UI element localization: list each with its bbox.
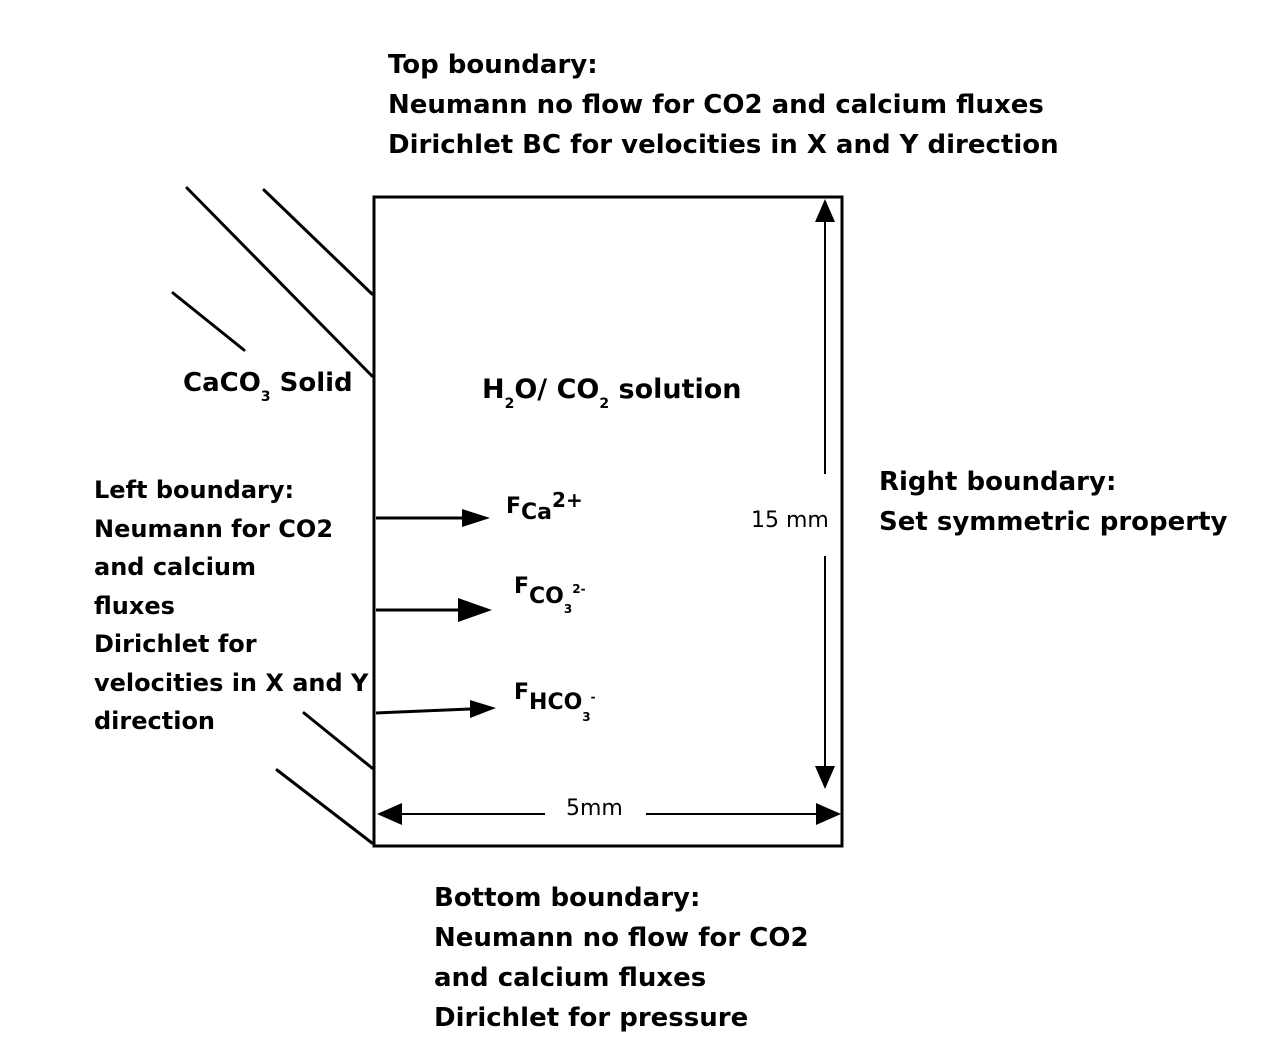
width-dimension-label: 5mm [566,796,623,821]
bottom-boundary-line: Neumann no flow for CO2 [434,923,809,953]
solution-mid: O/ CO [514,374,600,405]
left-boundary-line: Left boundary: [94,476,295,504]
flux-f: F [514,574,530,599]
solution-h: H [482,374,505,405]
flux-arrows [375,516,471,715]
solid-label-suffix: Solid [270,368,353,398]
top-boundary-line: Top boundary: [388,50,598,80]
top-boundary-line: Dirichlet BC for velocities in X and Y d… [388,130,1059,160]
right-boundary-line: Right boundary: [879,467,1117,497]
bottom-boundary-label: Bottom boundary: Neumann no flow for CO2… [434,878,809,1038]
flux-species: CO [529,584,564,609]
left-boundary-label: Left boundary: Neumann for CO2 and calci… [94,471,368,741]
flux-arrowhead-ca [462,509,490,527]
flux-charge: - [590,690,596,704]
solid-label-subscript: 3 [260,389,271,405]
flux-arrowhead-co3 [458,598,492,622]
solution-co-subscript: 2 [599,396,610,412]
left-boundary-line: and calcium [94,553,257,581]
right-boundary-line: Set symmetric property [879,507,1228,537]
height-arrowhead-top [815,199,835,222]
flux-charge: 2+ [552,488,583,512]
flux-charge: 2- [572,582,586,596]
width-arrowhead-right [816,803,841,825]
solution-h-subscript: 2 [504,396,515,412]
flux-f: F [514,680,530,705]
left-boundary-line: Dirichlet for [94,630,257,658]
solid-label-formula: CaCO [183,368,261,398]
top-boundary-line: Neumann no flow for CO2 and calcium flux… [388,90,1044,120]
height-arrowhead-bottom [815,766,835,789]
bottom-boundary-line: and calcium fluxes [434,963,707,993]
height-dimension-label: 15 mm [751,508,829,533]
flux-label-co3: FCO3 2- [514,574,586,616]
bottom-boundary-line: Bottom boundary: [434,883,701,913]
flux-label-ca: FCa2+ [506,490,583,524]
flux-arrow-hco3 [375,707,471,715]
solid-label: CaCO3 Solid [183,368,353,404]
bottom-boundary-line: Dirichlet for pressure [434,1003,749,1033]
left-boundary-line: Neumann for CO2 [94,514,334,543]
width-arrowhead-left [377,803,402,825]
solution-suffix: solution [609,374,742,405]
flux-f: F [506,494,522,519]
left-boundary-line: velocities in X and Y [94,668,369,697]
flux-arrowhead-hco3 [470,700,496,718]
flux-subscript: 3 [582,710,591,724]
left-boundary-line: direction [94,707,216,735]
flux-species: HCO [529,690,583,715]
right-boundary-label: Right boundary: Set symmetric property [879,462,1227,542]
domain-rectangle [372,195,844,848]
flux-label-hco3: FHCO3 - [514,680,596,724]
solid-hatch [171,186,374,845]
left-boundary-line: fluxes [94,591,175,620]
flux-subscript: 3 [563,602,573,616]
top-boundary-label: Top boundary: Neumann no flow for CO2 an… [388,45,1059,165]
solution-label: H2O/ CO2 solution [482,374,742,411]
flux-species: Ca [521,500,553,525]
